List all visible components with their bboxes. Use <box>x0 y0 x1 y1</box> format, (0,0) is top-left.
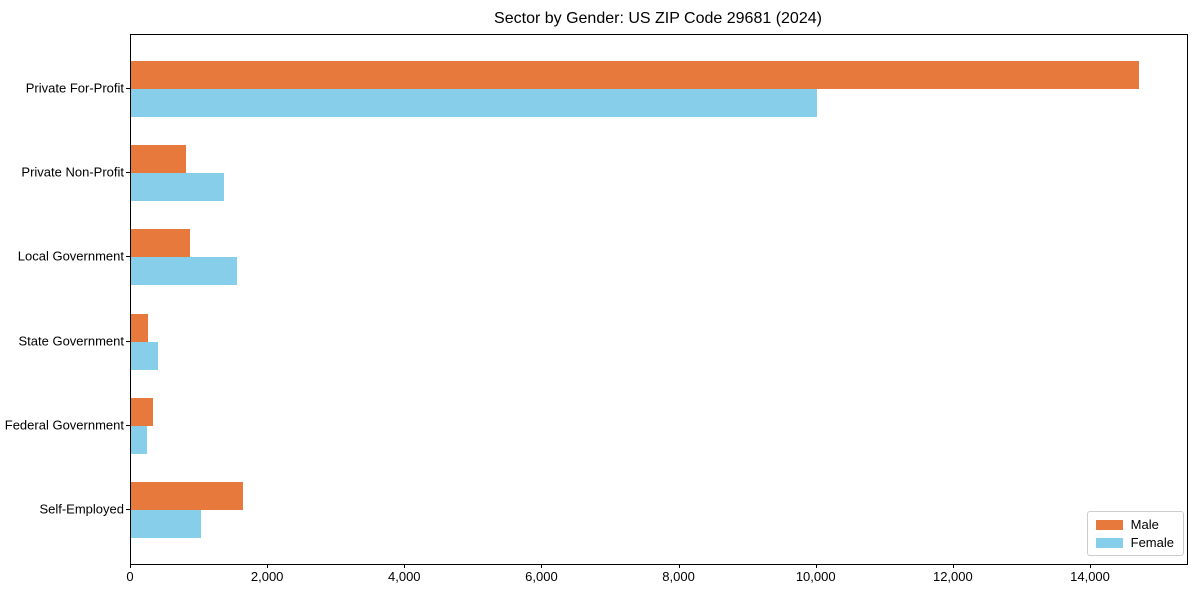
plot-area: Male Female <box>130 34 1188 565</box>
y-tick-label-state-government: State Government <box>18 333 125 349</box>
chart-title: Sector by Gender: US ZIP Code 29681 (202… <box>494 10 822 27</box>
bar-female-state-government <box>131 341 159 370</box>
female-legend-swatch-icon <box>1095 537 1123 548</box>
x-tick-label-12000: 12,000 <box>932 569 973 584</box>
y-tick-mark <box>126 424 130 426</box>
bar-female-private-non-profit <box>131 173 224 202</box>
x-tick-mark <box>130 564 131 568</box>
bar-male-state-government <box>131 313 149 342</box>
bar-female-federal-government <box>131 425 147 454</box>
y-tick-mark <box>126 172 130 174</box>
legend-item-female: Female <box>1095 535 1174 550</box>
x-tick-mark <box>678 564 680 568</box>
legend: Male Female <box>1086 511 1184 556</box>
x-tick-mark <box>267 564 269 568</box>
y-tick-label-federal-government: Federal Government <box>4 417 124 433</box>
x-tick-label-14000: 14,000 <box>1070 569 1110 584</box>
y-tick-label-private-for-profit: Private For-Profit <box>25 80 124 96</box>
y-tick-label-private-non-profit: Private Non-Profit <box>21 164 124 180</box>
x-tick-label-10000: 10,000 <box>795 569 836 584</box>
bar-male-federal-government <box>131 397 153 426</box>
x-tick-mark <box>541 564 543 568</box>
x-tick-mark <box>952 564 954 568</box>
bar-male-self-employed <box>131 482 243 510</box>
male-legend-label: Male <box>1130 517 1159 532</box>
y-tick-mark <box>126 88 130 89</box>
y-tick-mark <box>126 340 130 342</box>
female-legend-label: Female <box>1130 535 1174 550</box>
male-legend-swatch-icon <box>1095 519 1123 530</box>
x-tick-mark <box>815 564 817 568</box>
bar-female-local-government <box>131 257 237 286</box>
x-tick-mark <box>404 564 406 568</box>
x-tick-label-4000: 4,000 <box>388 569 421 584</box>
bar-male-private-for-profit <box>131 61 1139 89</box>
x-tick-label-2000: 2,000 <box>250 569 284 584</box>
legend-item-male: Male <box>1095 517 1174 532</box>
y-tick-mark <box>126 256 130 258</box>
bar-female-self-employed <box>131 510 201 538</box>
x-tick-label-6000: 6,000 <box>525 569 558 584</box>
y-tick-mark <box>126 509 130 510</box>
y-tick-label-local-government: Local Government <box>17 248 124 264</box>
x-tick-mark <box>1090 564 1091 568</box>
bar-male-private-non-profit <box>131 145 186 174</box>
y-tick-label-self-employed: Self-Employed <box>39 501 124 517</box>
x-tick-label-8000: 8,000 <box>662 569 695 584</box>
bar-female-private-for-profit <box>131 89 817 117</box>
x-tick-label-0: 0 <box>126 569 134 584</box>
bar-male-local-government <box>131 229 190 258</box>
